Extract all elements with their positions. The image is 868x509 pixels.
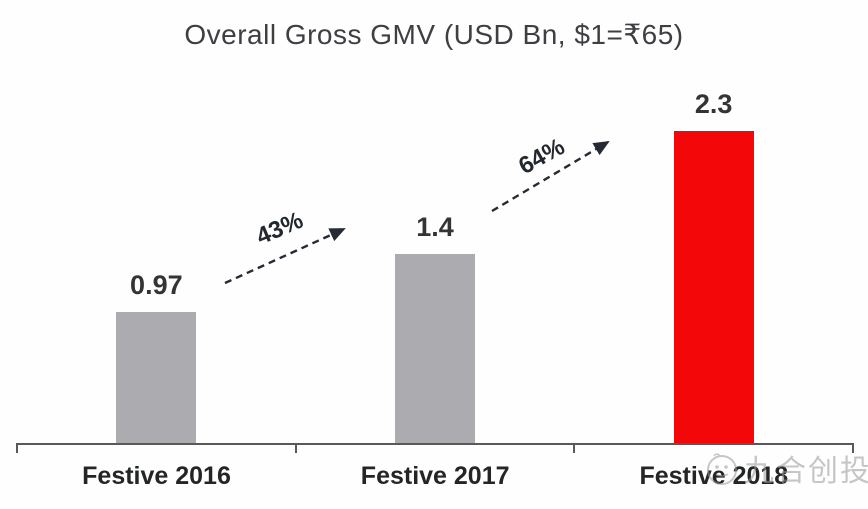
bar-value-label: 2.3	[694, 89, 733, 119]
axis-tick-3	[573, 443, 576, 453]
bar-value-label: 1.4	[416, 212, 454, 242]
category-label-1: Festive 2016	[82, 462, 231, 490]
bar-group-3: 2.3	[673, 89, 754, 444]
chart-title: Overall Gross GMV (USD Bn, $1=₹65)	[184, 19, 684, 50]
bar-festive-2018	[673, 131, 754, 444]
category-label-2: Festive 2017	[360, 462, 510, 490]
bar-group-2: 1.4	[395, 214, 475, 444]
bar-festive-2017	[395, 254, 475, 444]
bar-value-label: 0.97	[130, 270, 183, 300]
axis-tick-2	[294, 443, 297, 453]
axis-tick-4	[852, 443, 854, 453]
category-label-3: Festive 2018	[639, 462, 789, 490]
bar-festive-2016	[116, 312, 197, 444]
axis-tick-1	[16, 443, 18, 453]
x-axis-line	[17, 443, 853, 445]
bar-group-1: 0.97	[116, 270, 197, 444]
